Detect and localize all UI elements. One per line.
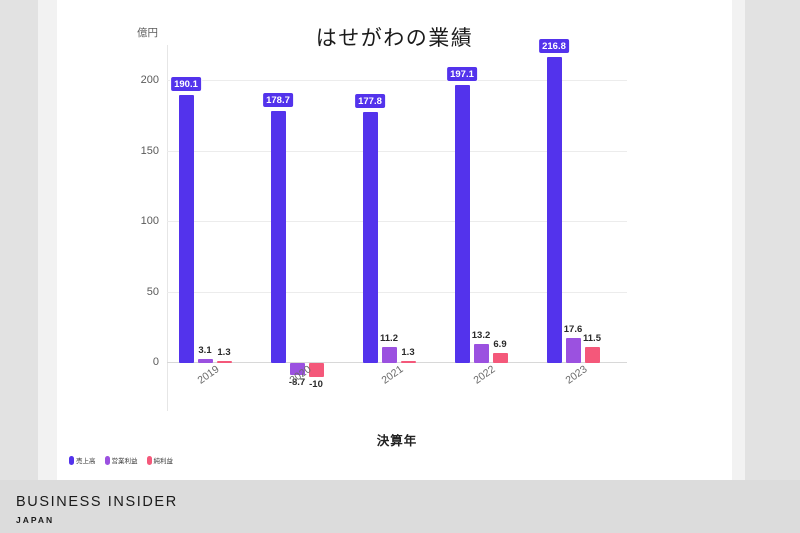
page-margin-left (0, 0, 38, 480)
bar-2020-営業利益[interactable] (289, 363, 305, 376)
bar-2022-純利益[interactable] (492, 353, 508, 363)
plot-area: 0 50 100 150 200 190.1 3.1 1.3 178.7 -8.7 -10 177.… (141, 38, 627, 448)
card-gutter-right (732, 0, 745, 480)
x-axis-title: 決算年 (376, 434, 418, 448)
bar-value-label: 177.8 (354, 93, 386, 110)
bar-value-label: 178.7 (262, 92, 294, 109)
bar-value-label: -10 (309, 379, 323, 391)
bar-group: 190.1 3.1 1.3 (170, 60, 232, 363)
x-tick-2019: 2019 (195, 363, 222, 387)
x-tick-2023: 2023 (563, 363, 590, 387)
bar-value-label: -8.7 (288, 377, 306, 389)
bar-2020-売上高[interactable] (270, 111, 286, 363)
legend-swatch-icon (104, 455, 110, 465)
legend-swatch-icon (146, 455, 152, 465)
bar-2019-純利益[interactable] (216, 361, 232, 363)
legend-swatch-icon (69, 455, 74, 465)
page-margin-right (745, 0, 800, 480)
y-axis-tick-label: 100 (140, 215, 159, 228)
card-gutter-left (38, 0, 57, 480)
y-axis-tick-label: 200 (140, 74, 159, 87)
logo-region-text: JAPAN (16, 514, 55, 525)
bar-2023-売上高[interactable] (546, 57, 562, 363)
business-insider-logo: BUSINESS INSIDER JAPAN (16, 494, 178, 525)
gridline: 100 (141, 215, 627, 227)
chart-card: はせがわの業績 億円 0 50 100 150 200 190.1 3.1 1.3 178.7… (57, 0, 732, 480)
bar-group: 177.8 11.2 1.3 (354, 60, 416, 363)
legend-item-売上高[interactable]: 売上高 (69, 455, 96, 465)
bar-2019-営業利益[interactable] (197, 358, 213, 363)
logo-brand-text: BUSINESS INSIDER (16, 494, 178, 510)
bar-2023-営業利益[interactable] (565, 338, 581, 363)
bar-value-label: 1.3 (401, 347, 415, 359)
bar-2022-営業利益[interactable] (473, 344, 489, 363)
bar-group: 216.8 17.6 11.5 (538, 38, 601, 363)
y-axis-tick-label: 0 (152, 356, 159, 368)
bar-value-label: 11.5 (583, 332, 601, 344)
bar-groups: 190.1 3.1 1.3 178.7 -8.7 -10 177.8 11.2 1.3 197.1… (167, 38, 627, 390)
bar-2019-売上高[interactable] (178, 95, 194, 363)
gridline: 150 (141, 145, 627, 157)
bar-2021-売上高[interactable] (362, 112, 378, 363)
y-axis-tick-label: 150 (140, 144, 159, 157)
legend-item-純利益[interactable]: 純利益 (146, 455, 174, 465)
bar-2023-純利益[interactable] (584, 346, 600, 363)
gridline: 50 (147, 286, 627, 298)
bar-value-label: 1.3 (217, 347, 231, 359)
gridline: 200 (141, 74, 627, 86)
bar-value-label: 197.1 (446, 66, 478, 83)
bar-2020-純利益[interactable] (308, 363, 324, 378)
y-axis-unit-label: 億円 (137, 27, 158, 39)
bar-value-label: 3.1 (198, 344, 212, 356)
legend-item-営業利益[interactable]: 営業利益 (104, 455, 138, 465)
bar-2021-純利益[interactable] (400, 361, 416, 363)
bar-group: 197.1 13.2 6.9 (446, 60, 508, 363)
y-axis-line (167, 45, 168, 411)
bar-2022-売上高[interactable] (454, 85, 470, 363)
y-axis-tick-label: 50 (146, 285, 159, 298)
legend-label: 純利益 (153, 458, 174, 465)
bar-value-label: 216.8 (538, 38, 570, 55)
chart-legend: 売上高 営業利益 純利益 (69, 455, 173, 465)
bar-value-label: 6.9 (493, 339, 507, 351)
x-tick-2021: 2021 (379, 363, 406, 387)
bar-value-label: 13.2 (471, 330, 491, 342)
x-tick-2022: 2022 (471, 363, 498, 387)
bar-value-label: 11.2 (380, 333, 398, 345)
legend-label: 営業利益 (111, 458, 138, 465)
bar-group: 178.7 -8.7 -10 (262, 60, 324, 390)
bar-value-label: 190.1 (170, 76, 202, 93)
bar-value-label: 17.6 (563, 324, 583, 336)
chart-title: はせがわの業績 (315, 27, 474, 50)
legend-label: 売上高 (76, 458, 96, 465)
page-footer: BUSINESS INSIDER JAPAN (0, 480, 800, 533)
bar-2021-営業利益[interactable] (381, 347, 397, 363)
zero-baseline (167, 362, 627, 363)
